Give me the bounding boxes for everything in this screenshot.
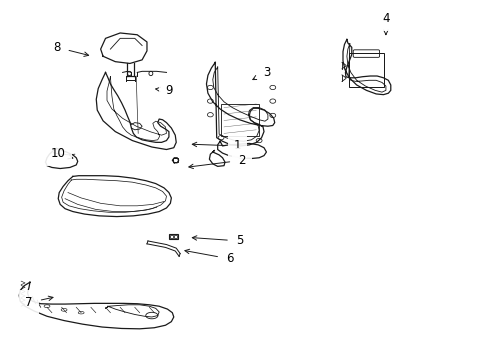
Text: 2: 2 xyxy=(188,154,245,168)
Text: 1: 1 xyxy=(192,139,241,152)
Text: 4: 4 xyxy=(382,12,389,35)
Bar xyxy=(172,158,178,162)
Bar xyxy=(168,234,177,239)
Text: 9: 9 xyxy=(155,84,172,97)
Text: 7: 7 xyxy=(25,296,53,309)
Bar xyxy=(170,235,173,238)
Text: 6: 6 xyxy=(184,249,233,265)
Text: 10: 10 xyxy=(51,147,73,159)
Text: 3: 3 xyxy=(252,66,269,80)
Bar xyxy=(174,235,176,238)
Text: 5: 5 xyxy=(192,234,243,247)
Text: 8: 8 xyxy=(53,41,88,57)
